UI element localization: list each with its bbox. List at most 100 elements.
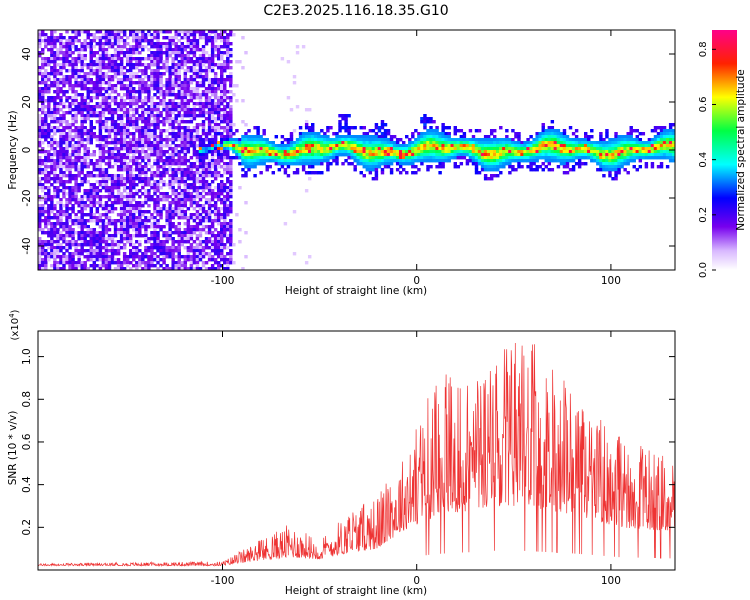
spectrogram-cell	[89, 48, 93, 52]
spectrogram-cell	[65, 258, 69, 262]
spectrogram-cell	[438, 132, 442, 136]
spectrogram-cell	[220, 30, 224, 34]
spectrogram-cell	[226, 138, 230, 142]
spectrogram-cell	[174, 213, 178, 217]
spectrogram-cell	[153, 264, 157, 268]
spectrogram-cell	[129, 51, 133, 55]
spectrogram-cell	[489, 177, 494, 181]
spectrogram-cell	[171, 84, 175, 88]
spectrogram-cell	[38, 42, 42, 46]
spectrogram-cell	[83, 99, 87, 103]
spectrogram-cell	[162, 150, 166, 154]
spectrogram-cell	[107, 57, 112, 61]
spectrogram-cell	[98, 174, 103, 178]
spectrogram-cell	[204, 78, 209, 82]
spectrogram-cell	[159, 141, 163, 145]
spectrogram-cell	[171, 87, 175, 91]
spectrogram-cell	[68, 54, 72, 58]
spectrogram-cell	[210, 120, 215, 124]
spectrogram-cell	[107, 162, 112, 166]
spectrogram-cell	[213, 81, 218, 85]
spectrogram-cell	[177, 96, 181, 100]
spectrogram-cell	[68, 63, 72, 67]
spectrogram-cell	[147, 189, 151, 193]
spectrogram-cell	[198, 60, 203, 64]
spectrogram-cell	[201, 183, 206, 187]
spectrogram-cell	[80, 66, 84, 70]
spectrogram-cell	[80, 231, 84, 235]
spectrogram-cell	[83, 177, 87, 181]
spectrogram-cell	[122, 33, 127, 37]
spectrogram-cell	[92, 105, 97, 109]
spectrogram-cell	[441, 150, 445, 154]
spectrogram-cell	[150, 96, 154, 100]
spectrogram-cell	[74, 111, 78, 115]
spectrogram-cell	[353, 168, 357, 172]
spectrogram-cell	[250, 165, 254, 169]
spectrogram-cell	[405, 153, 409, 157]
spectrogram-cell	[86, 171, 90, 175]
spectrogram-cell	[38, 39, 42, 43]
spectrogram-cell	[389, 150, 394, 154]
spectrogram-cell	[110, 33, 115, 37]
spectrogram-cell	[71, 234, 75, 238]
spectrogram-cell	[86, 258, 90, 262]
spectrogram-cell	[47, 141, 51, 145]
spectrogram-cell	[129, 33, 133, 37]
spectrogram-cell	[65, 216, 69, 220]
spectrogram-cell	[244, 159, 248, 163]
spectrogram-cell	[307, 150, 312, 154]
spectrogram-cell	[171, 138, 175, 142]
spectrogram-cell	[168, 93, 172, 97]
spectrogram-cell	[229, 243, 233, 247]
spectrogram-cell	[171, 111, 175, 115]
spectrogram-cell	[50, 168, 54, 172]
spectrogram-cell	[107, 267, 112, 271]
spectrogram-cell	[229, 126, 233, 130]
spectrogram-cell	[204, 132, 209, 136]
spectrogram-cell	[204, 33, 209, 37]
spectrogram-cell	[326, 129, 330, 133]
spectrogram-cell	[89, 219, 93, 223]
spectrogram-cell	[122, 213, 127, 217]
spectrogram-cell	[47, 240, 51, 244]
spectrogram-cell	[38, 168, 42, 172]
spectrogram-cell	[153, 132, 157, 136]
spectrogram-cell	[68, 192, 72, 196]
spectrogram-cell	[210, 111, 215, 115]
spectrogram-cell	[153, 255, 157, 259]
spectrogram-cell	[201, 54, 206, 58]
spectrogram-cell	[95, 201, 100, 205]
spectrogram-cell	[468, 156, 473, 160]
spectrogram-cell	[153, 234, 157, 238]
spectrogram-cell	[229, 240, 233, 244]
spectrogram-cell	[180, 132, 184, 136]
spectrogram-cell	[41, 219, 45, 223]
spectrogram-cell	[150, 186, 154, 190]
spectrogram-cell	[259, 156, 263, 160]
spectrogram-cell	[122, 66, 127, 70]
spectrogram-cell	[147, 117, 151, 121]
spectrogram-cell	[395, 150, 400, 154]
spectrogram-cell	[62, 111, 66, 115]
spectrogram-cell	[411, 165, 415, 169]
spectrogram-cell	[229, 123, 233, 127]
spectrogram-cell	[156, 249, 160, 253]
spectrogram-cell	[116, 231, 121, 235]
spectrogram-cell	[223, 222, 227, 226]
spectrogram-cell	[110, 30, 115, 34]
spectrogram-cell	[141, 132, 145, 136]
spectrogram-cell	[107, 228, 112, 232]
spectrogram-cell	[104, 228, 109, 232]
spectrogram-cell	[514, 132, 518, 136]
spectrogram-cell	[210, 240, 215, 244]
spectrogram-cell	[95, 114, 100, 118]
spectrogram-cell	[147, 261, 151, 265]
spectrogram-cell	[220, 72, 224, 76]
spectrogram-cell	[186, 222, 191, 226]
spectrogram-cell	[50, 54, 54, 58]
spectrogram-cell	[116, 180, 121, 184]
spectrogram-cell	[159, 84, 163, 88]
spectrogram-cell	[226, 258, 230, 262]
spectrogram-cell	[74, 126, 78, 130]
